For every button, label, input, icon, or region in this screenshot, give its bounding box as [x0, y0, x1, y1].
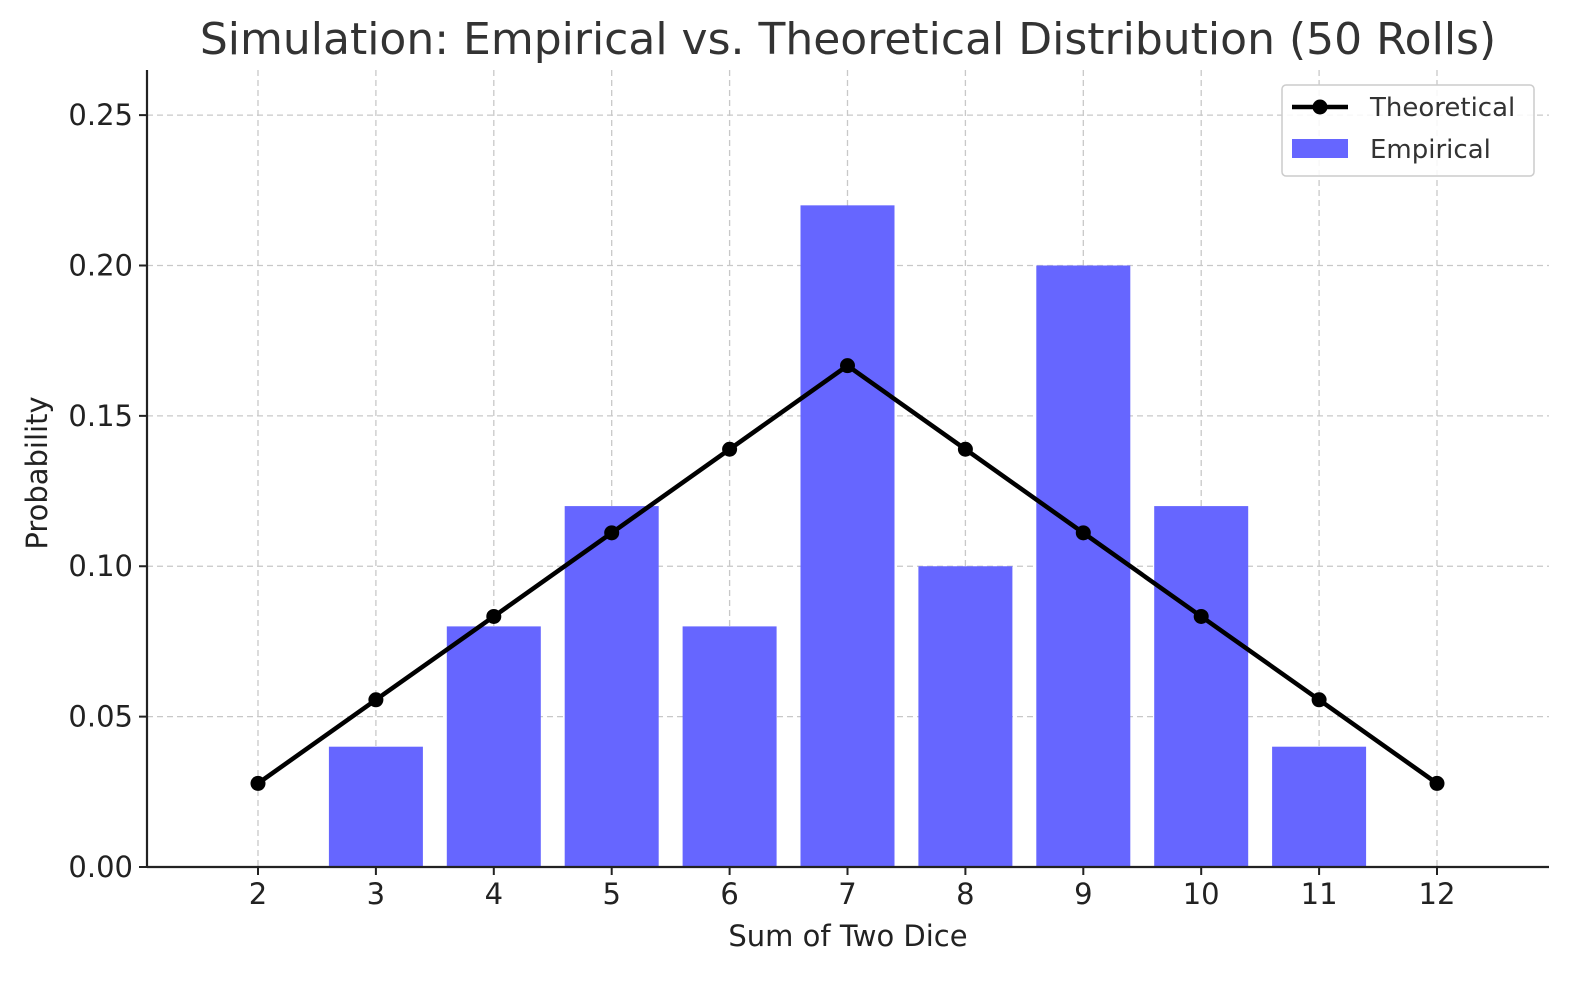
point-theoretical: [1311, 692, 1327, 708]
legend-label-theoretical: Theoretical: [1369, 93, 1515, 123]
x-tick-label: 6: [720, 877, 738, 911]
bar-empirical: [800, 205, 895, 868]
bar-empirical: [918, 566, 1013, 867]
y-tick-label: 0.15: [68, 399, 133, 433]
bar-empirical: [446, 626, 541, 867]
x-tick-label: 7: [838, 877, 856, 911]
ticks-layer: 0.00 0.05 0.10 0.15 0.20 0.25 2 3 4 5 6 7 8 9 10 11 12: [68, 98, 1455, 911]
legend-label-empirical: Empirical: [1370, 135, 1491, 165]
bar-empirical: [328, 746, 423, 867]
x-tick-label: 4: [485, 877, 503, 911]
bar-empirical: [564, 506, 659, 867]
point-theoretical: [840, 358, 855, 374]
x-tick-label: 11: [1301, 877, 1338, 911]
y-tick-label: 0.10: [68, 549, 133, 583]
point-theoretical: [368, 692, 384, 708]
point-theoretical: [1193, 608, 1209, 624]
point-theoretical: [486, 608, 502, 624]
x-tick-label: 8: [956, 877, 974, 911]
legend-marker-theoretical: [1312, 99, 1328, 115]
bar-empirical: [1036, 265, 1131, 867]
x-tick-label: 9: [1074, 877, 1092, 911]
y-axis-label: Probability: [20, 396, 54, 549]
point-theoretical: [1075, 525, 1091, 541]
point-theoretical: [957, 441, 973, 457]
x-tick-label: 3: [367, 877, 385, 911]
bars-layer: [328, 205, 1367, 868]
y-tick-label: 0.00: [68, 850, 133, 884]
point-theoretical: [604, 525, 620, 541]
line-layer: [250, 358, 1445, 791]
bar-empirical: [1272, 746, 1367, 867]
point-theoretical: [722, 441, 738, 457]
x-axis-label: Sum of Two Dice: [728, 919, 967, 953]
point-theoretical: [1429, 775, 1445, 791]
bar-empirical: [1154, 506, 1249, 867]
legend-swatch-empirical: [1292, 139, 1348, 158]
y-tick-label: 0.05: [68, 700, 133, 734]
bar-empirical: [682, 626, 777, 867]
x-tick-label: 5: [602, 877, 620, 911]
chart-title: Simulation: Empirical vs. Theoretical Di…: [200, 14, 1496, 65]
legend: Theoretical Empirical: [1281, 84, 1535, 177]
y-tick-label: 0.20: [68, 248, 133, 282]
point-theoretical: [250, 775, 266, 791]
y-tick-label: 0.25: [68, 98, 133, 132]
x-tick-label: 10: [1183, 877, 1220, 911]
x-tick-label: 2: [249, 877, 267, 911]
x-tick-label: 12: [1419, 877, 1456, 911]
